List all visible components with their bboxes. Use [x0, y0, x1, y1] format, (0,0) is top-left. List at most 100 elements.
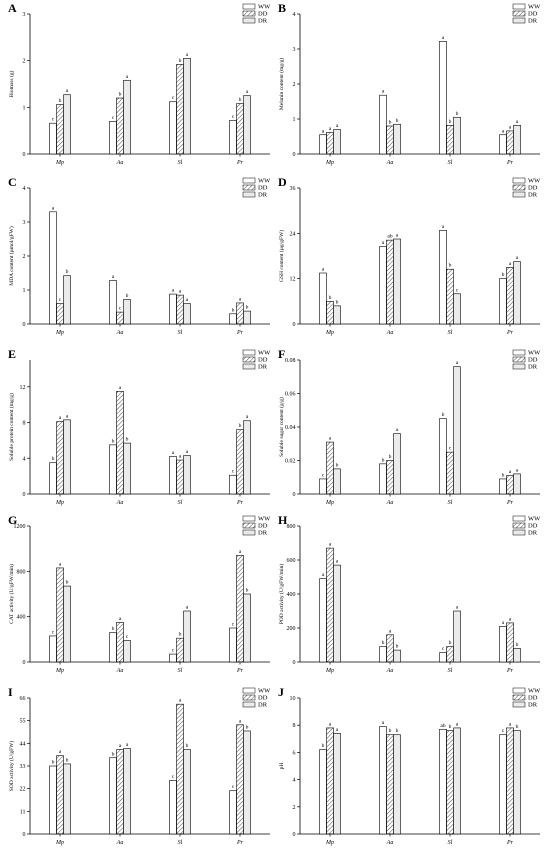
legend-label-dr: DR — [528, 18, 538, 25]
bar-ww-pr — [229, 313, 237, 325]
y-tick-label: 24 — [290, 231, 296, 237]
significance-letter: a — [329, 436, 332, 442]
y-tick-label: 1200 — [14, 524, 26, 530]
bar-dr-mp — [63, 419, 71, 495]
panel-letter: B — [278, 1, 286, 15]
legend-swatch-dd — [242, 10, 256, 17]
bar-ww-mp — [319, 272, 327, 325]
legend-swatch-dd — [512, 184, 526, 191]
significance-letter: b — [396, 644, 399, 650]
y-axis-title: pH — [279, 763, 285, 770]
bar-dr-pr — [513, 648, 521, 663]
bar-dd-pr — [236, 302, 244, 325]
legend-label-ww: WW — [258, 178, 271, 185]
significance-letter: a — [179, 454, 182, 460]
significance-letter: a — [186, 605, 189, 611]
bar-ww-sl — [439, 728, 447, 835]
x-category-label: Sl — [448, 330, 453, 336]
x-category-label: Pr — [506, 840, 514, 846]
bar-dr-mp — [333, 733, 341, 835]
bar-ww-sl — [169, 780, 177, 835]
panel-letter: C — [8, 175, 17, 189]
bar-dr-sl — [453, 366, 461, 495]
bar-dd-mp — [326, 301, 334, 325]
legend-label-dd: DD — [258, 695, 268, 702]
significance-letter: b — [449, 640, 452, 646]
bar-dd-sl — [176, 637, 184, 663]
legend-swatch-ww — [242, 3, 256, 10]
panel-letter: I — [8, 685, 13, 699]
x-category-label: Mp — [55, 840, 64, 846]
y-tick-label: 12 — [20, 385, 26, 391]
legend-label-dr: DR — [258, 530, 268, 537]
legend-label-dd: DD — [528, 185, 538, 192]
bar-dr-sl — [183, 610, 191, 663]
x-category-label: Mp — [55, 668, 64, 674]
y-axis-title: Melanin content (mg/g) — [278, 58, 285, 110]
bar-ww-aa — [109, 280, 117, 325]
bar-dr-aa — [123, 299, 131, 325]
bar-dd-mp — [326, 441, 334, 495]
y-tick-label: 0 — [23, 832, 26, 838]
bar-dr-aa — [393, 123, 401, 155]
bar-ww-sl — [169, 653, 177, 663]
significance-letter: b — [516, 642, 519, 648]
y-tick-label: 1 — [23, 288, 26, 294]
significance-letter: c — [456, 287, 459, 293]
significance-letter: a — [382, 89, 385, 95]
significance-letter: c — [232, 469, 235, 475]
bar-dd-aa — [116, 311, 124, 325]
bar-ww-mp — [319, 749, 327, 835]
bar-ww-pr — [229, 474, 237, 495]
y-tick-label: 0 — [23, 152, 26, 158]
significance-letter: a — [172, 450, 175, 456]
y-tick-label: 800 — [287, 524, 296, 530]
y-tick-label: 4 — [293, 12, 296, 18]
legend-swatch-dd — [242, 184, 256, 191]
bar-dd-pr — [506, 267, 514, 325]
significance-letter: a — [59, 415, 62, 421]
x-category-label: Sl — [448, 500, 453, 506]
x-category-label: Pr — [236, 500, 244, 506]
significance-letter: b — [396, 118, 399, 124]
panel-letter: A — [8, 1, 17, 15]
legend-swatch-ww — [242, 515, 256, 522]
y-tick-label: 3 — [23, 12, 26, 18]
significance-letter: b — [112, 751, 115, 757]
significance-letter: a — [336, 123, 339, 129]
x-category-label: Pr — [236, 160, 244, 166]
significance-letter: b — [239, 423, 242, 429]
bar-ww-sl — [169, 101, 177, 155]
significance-letter: b — [112, 438, 115, 444]
legend-swatch-ww — [512, 3, 526, 10]
bar-dd-aa — [386, 125, 394, 155]
legend-swatch-dd — [512, 694, 526, 701]
bar-dr-mp — [63, 763, 71, 835]
bar-dd-sl — [446, 268, 454, 325]
legend-label-ww: WW — [528, 178, 541, 185]
bar-dr-sl — [453, 610, 461, 663]
significance-letter: b — [126, 437, 129, 443]
x-category-label: Pr — [506, 500, 514, 506]
legend-label-dd: DD — [528, 695, 538, 702]
legend-label-ww: WW — [528, 516, 541, 523]
significance-letter: b — [66, 580, 69, 586]
significance-letter: b — [449, 724, 452, 730]
bar-ww-aa — [109, 632, 117, 663]
significance-letter: a — [336, 727, 339, 733]
significance-letter: b — [66, 757, 69, 763]
y-tick-label: 8 — [293, 723, 296, 729]
x-category-label: Mp — [55, 500, 64, 506]
significance-letter: a — [442, 224, 445, 230]
significance-letter: a — [442, 35, 445, 41]
bar-dr-sl — [453, 293, 461, 325]
significance-letter: a — [126, 742, 129, 748]
bar-dr-aa — [393, 238, 401, 325]
bar-dd-pr — [236, 429, 244, 495]
bar-dr-pr — [513, 261, 521, 325]
x-category-label: Aa — [386, 668, 394, 674]
significance-letter: c — [52, 117, 55, 123]
